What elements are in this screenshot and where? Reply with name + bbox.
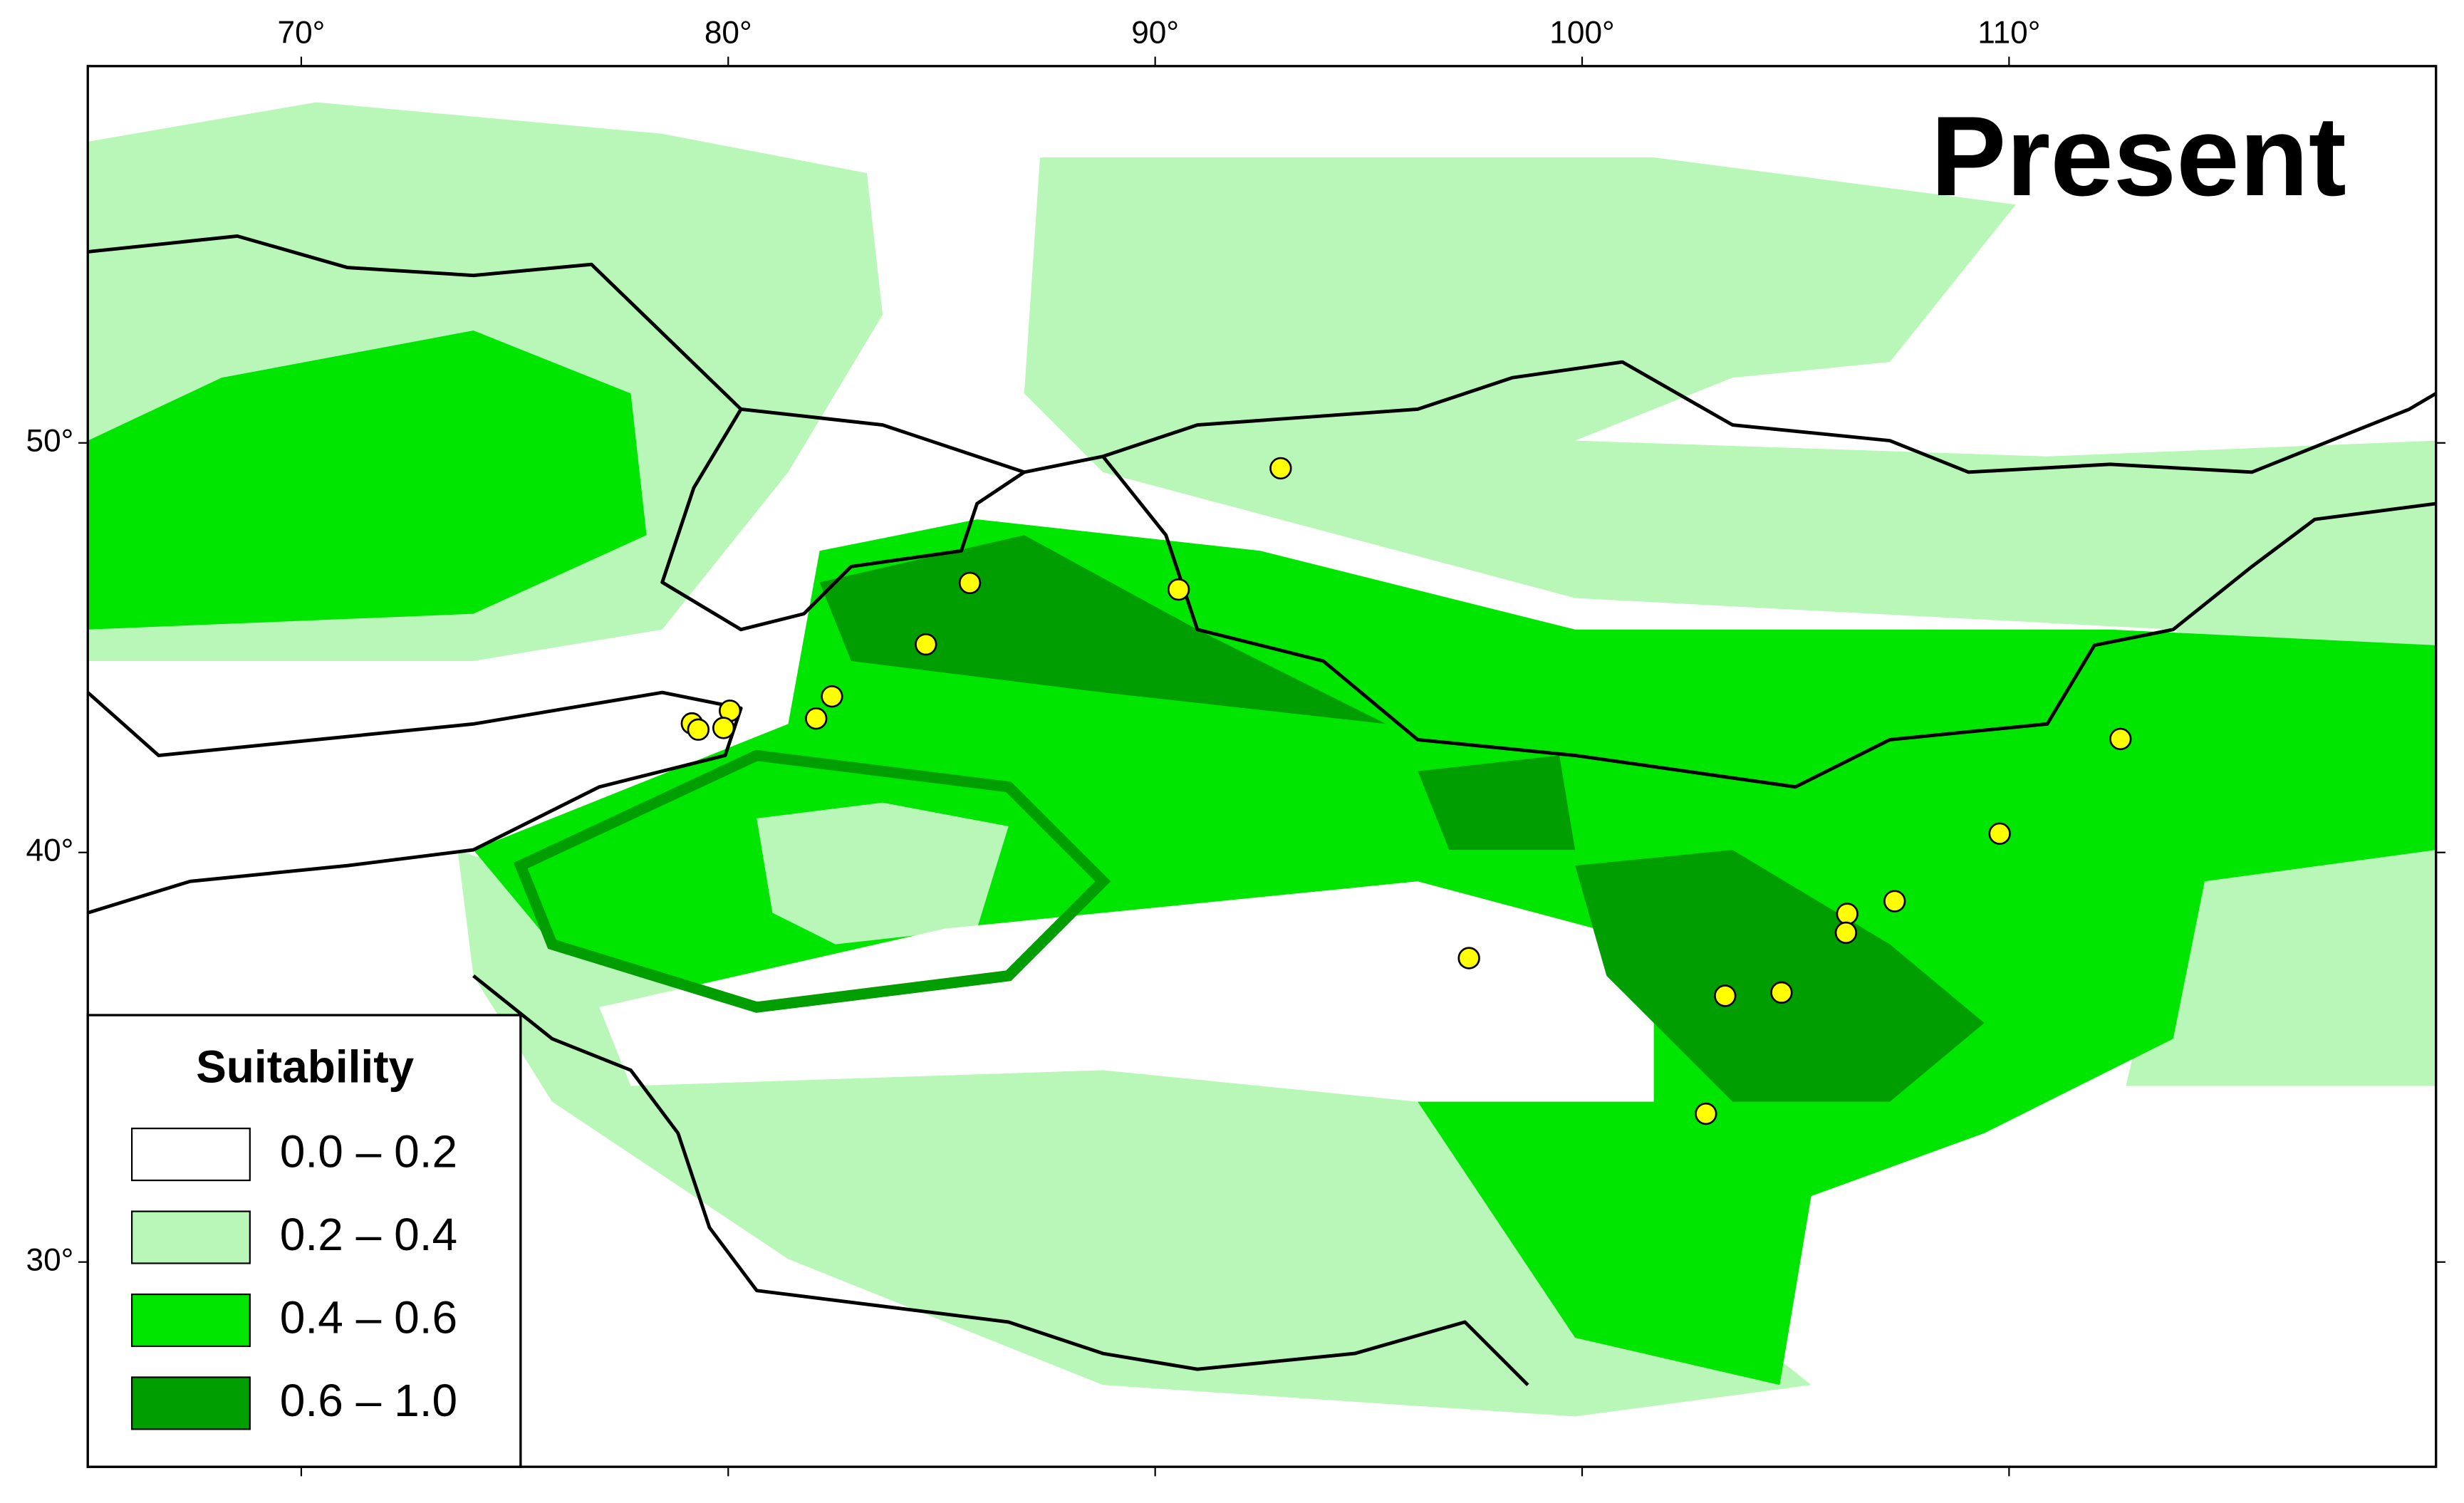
zone-white: [599, 881, 1654, 1102]
x-tick-label: 100°: [1549, 15, 1614, 50]
x-tick-label: 70°: [278, 15, 326, 50]
occurrence-point: [1834, 921, 1858, 945]
border: [472, 974, 1529, 1387]
occurrence-point: [1269, 457, 1292, 480]
occurrence-point: [1836, 903, 1859, 925]
occurrence-point: [1457, 947, 1480, 969]
occurrence-point: [1695, 1102, 1717, 1125]
map-title: Present: [1930, 93, 2346, 219]
legend-label: 0.2 – 0.4: [280, 1209, 457, 1260]
zone-medium: [88, 330, 647, 630]
x-tick-label: 110°: [1977, 15, 2040, 50]
borders: [88, 234, 2436, 1387]
occurrence-point: [1714, 984, 1737, 1007]
zone-dark: [1418, 755, 1576, 851]
occurrence-point: [712, 717, 735, 739]
legend-label: 0.0 – 0.2: [280, 1126, 457, 1177]
occurrence-point: [1883, 890, 1906, 912]
legend: Suitability 0.0 – 0.2 0.2 – 0.4 0.4 – 0.6 0…: [86, 1014, 522, 1468]
legend-title: Suitability: [196, 1041, 414, 1092]
zone-light: [2126, 850, 2436, 1086]
legend-label: 0.6 – 1.0: [280, 1375, 457, 1426]
border: [1101, 455, 2436, 789]
y-tick-label: 30°: [26, 1242, 74, 1277]
occurrence-point: [1988, 822, 2011, 845]
legend-swatch: [131, 1210, 251, 1264]
legend-swatch: [131, 1128, 251, 1182]
legend-swatch: [131, 1293, 251, 1348]
border: [660, 408, 1026, 632]
occurrence-point: [1770, 981, 1793, 1004]
legend-swatch: [131, 1376, 251, 1430]
map-frame: [86, 65, 2438, 1468]
occurrence-point: [821, 685, 843, 708]
y-tick-label: 40°: [26, 833, 74, 868]
legend-label: 0.4 – 0.6: [280, 1292, 457, 1343]
x-tick-label: 90°: [1131, 15, 1179, 50]
occurrence-point: [915, 633, 937, 656]
border: [88, 234, 2436, 474]
zone-light: [757, 802, 1009, 945]
occurrence-point: [2109, 727, 2132, 751]
x-tick-label: 80°: [705, 15, 752, 50]
zone-dark-rim: [513, 749, 1111, 1013]
occurrence-point: [805, 707, 828, 730]
occurrence-point: [1167, 578, 1190, 601]
zone-light: [1024, 157, 2436, 756]
zone-dark: [1575, 850, 1985, 1102]
y-tick-label: 50°: [26, 423, 74, 458]
occurrence-point: [958, 571, 982, 595]
occurrence-point: [687, 718, 710, 741]
